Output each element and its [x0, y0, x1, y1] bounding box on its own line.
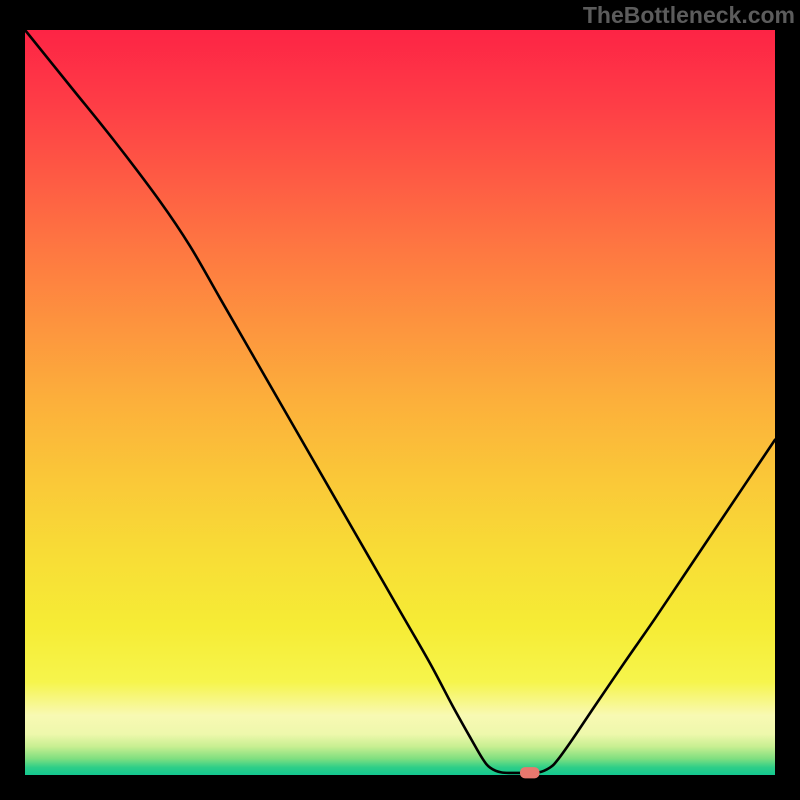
optimum-marker	[520, 767, 540, 778]
watermark-text: TheBottleneck.com	[583, 2, 795, 29]
chart-gradient-bg	[25, 30, 775, 775]
bottleneck-chart	[0, 0, 800, 800]
